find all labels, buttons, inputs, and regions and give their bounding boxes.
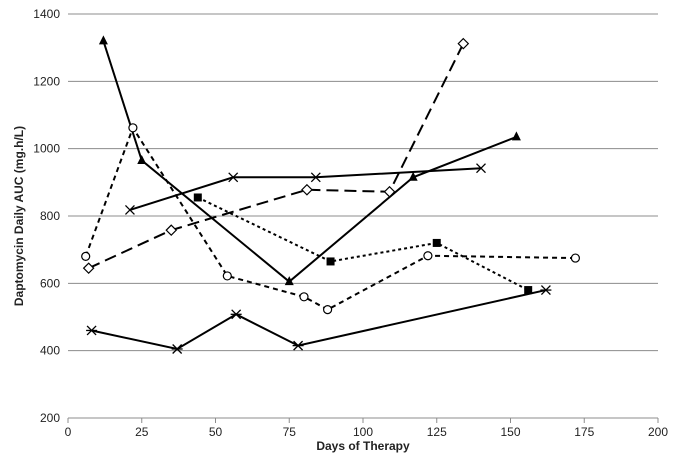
series-group (82, 35, 580, 353)
data-point (293, 341, 304, 350)
circle-marker (571, 254, 579, 262)
triangle-marker (285, 276, 294, 285)
x-tick-label: 50 (209, 425, 223, 439)
asterisk-marker (231, 310, 242, 319)
series-1 (99, 35, 521, 285)
data-point (433, 239, 441, 247)
triangle-marker (137, 155, 146, 164)
x-tick-label: 0 (65, 425, 72, 439)
x-tick-label: 75 (283, 425, 297, 439)
circle-marker (82, 252, 90, 260)
y-tick-label: 200 (40, 411, 60, 425)
series-line (103, 41, 516, 282)
data-point (86, 326, 97, 335)
circle-marker (223, 272, 231, 280)
x-tick-label: 125 (427, 425, 447, 439)
square-marker (327, 257, 335, 265)
x-tick-label: 25 (135, 425, 149, 439)
data-point (424, 252, 432, 260)
circle-marker (300, 293, 308, 301)
data-point (84, 263, 94, 273)
data-point (327, 257, 335, 265)
y-tick-label: 1400 (33, 7, 60, 21)
x-tick-label: 100 (353, 425, 373, 439)
data-point (231, 310, 242, 319)
data-point (223, 272, 231, 280)
circle-marker (424, 252, 432, 260)
data-point (324, 306, 332, 314)
data-point (300, 293, 308, 301)
x-tick-label: 200 (648, 425, 668, 439)
y-tick-label: 1000 (33, 142, 60, 156)
y-axis-title: Daptomycin Daily AUC (mg.h/L) (12, 126, 26, 306)
gridlines (68, 14, 658, 351)
data-point (285, 276, 294, 285)
data-point (129, 124, 137, 132)
data-point (512, 131, 521, 140)
data-point (137, 155, 146, 164)
data-point (172, 344, 183, 353)
y-tick-label: 1200 (33, 74, 60, 88)
circle-marker (129, 124, 137, 132)
data-point (458, 39, 468, 49)
asterisk-marker (86, 326, 97, 335)
diamond-marker (166, 225, 176, 235)
triangle-marker (512, 131, 521, 140)
diamond-marker (302, 185, 312, 195)
asterisk-marker (172, 344, 183, 353)
tick-labels: 200 400 600 800 1000 1200 1400 0 25 50 75 100 125 150… (33, 7, 668, 439)
y-tick-label: 400 (40, 344, 60, 358)
data-point (302, 185, 312, 195)
axes (68, 418, 658, 423)
y-tick-label: 800 (40, 209, 60, 223)
x-tick-label: 150 (500, 425, 520, 439)
data-point (82, 252, 90, 260)
series-6 (86, 286, 551, 354)
asterisk-marker (540, 286, 551, 295)
data-point (194, 193, 202, 201)
asterisk-marker (293, 341, 304, 350)
data-point (540, 286, 551, 295)
triangle-marker (99, 35, 108, 44)
circle-marker (324, 306, 332, 314)
diamond-marker (84, 263, 94, 273)
series-line (92, 290, 546, 349)
y-tick-label: 600 (40, 276, 60, 290)
square-marker (194, 193, 202, 201)
series-line (86, 128, 576, 310)
x-tick-label: 175 (574, 425, 594, 439)
square-marker (433, 239, 441, 247)
series-line (198, 197, 528, 290)
x-axis-title: Days of Therapy (316, 439, 410, 453)
data-point (166, 225, 176, 235)
data-point (571, 254, 579, 262)
series-2 (82, 124, 580, 314)
diamond-marker (458, 39, 468, 49)
data-point (99, 35, 108, 44)
